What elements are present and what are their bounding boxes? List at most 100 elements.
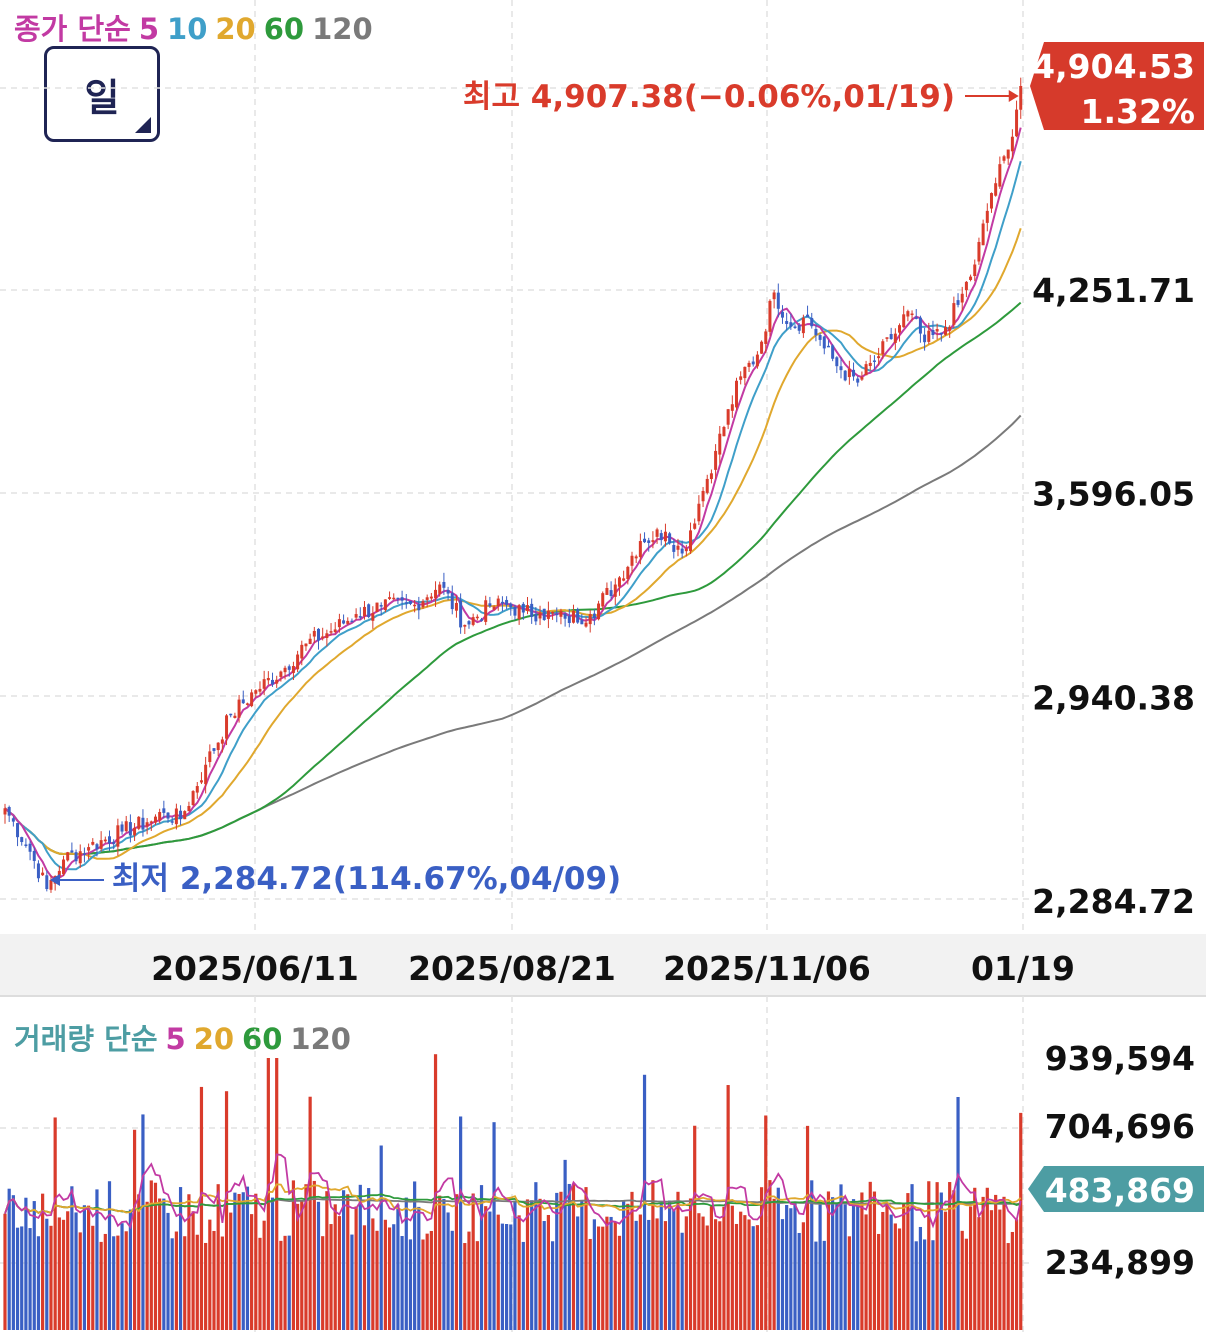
volume-bar xyxy=(785,1204,789,1330)
low-arrow-icon xyxy=(50,874,60,886)
candle-body xyxy=(7,807,11,816)
candle xyxy=(250,689,254,708)
candle-body xyxy=(417,604,421,611)
period-daily-button[interactable]: 일 xyxy=(44,46,160,142)
volume-bar xyxy=(889,1214,893,1330)
candle-body xyxy=(743,366,747,379)
candle xyxy=(730,395,734,418)
candle xyxy=(425,594,429,608)
candle-body xyxy=(475,616,479,619)
price-legend-ma5: 5 xyxy=(138,12,160,46)
volume-bar xyxy=(630,1191,634,1330)
volume-bar xyxy=(601,1226,605,1330)
volume-bar xyxy=(530,1200,534,1330)
candle-body xyxy=(584,622,588,627)
candle xyxy=(680,540,684,559)
volume-bar xyxy=(810,1180,814,1330)
volume-bar xyxy=(78,1232,82,1330)
price-tick-label: 3,596.05 xyxy=(1032,475,1195,514)
candle xyxy=(985,203,989,232)
volume-bar xyxy=(28,1228,32,1330)
candle-body xyxy=(559,610,563,617)
volume-bar xyxy=(383,1219,387,1330)
candle xyxy=(927,322,931,345)
candle-body xyxy=(179,810,183,820)
candle-body xyxy=(496,598,500,607)
volume-bar xyxy=(107,1181,112,1330)
volume-bar xyxy=(329,1224,333,1330)
candle xyxy=(885,337,889,342)
volume-bar xyxy=(906,1193,910,1330)
candle-body xyxy=(998,164,1002,187)
volume-bar xyxy=(1002,1196,1006,1330)
candle-body xyxy=(551,611,555,614)
candle xyxy=(726,408,730,430)
candle-body xyxy=(981,223,985,246)
candle xyxy=(174,803,178,830)
candle xyxy=(434,581,438,607)
high-annotation: 최고 4,907.38(−0.06%,01/19) xyxy=(463,79,955,115)
volume-bar xyxy=(542,1221,546,1330)
candle-body xyxy=(57,870,61,877)
candle xyxy=(191,790,195,806)
volume-bar xyxy=(178,1187,183,1330)
candle-body xyxy=(103,839,107,842)
candle-body xyxy=(521,603,525,613)
candle xyxy=(697,495,701,526)
candle xyxy=(881,339,885,359)
candle-body xyxy=(233,715,237,718)
candle xyxy=(668,531,672,545)
volume-bar xyxy=(576,1216,580,1330)
candle-body xyxy=(693,523,697,529)
candle-body xyxy=(484,600,488,622)
candle xyxy=(852,362,856,381)
candle-body xyxy=(354,614,358,618)
candle-body xyxy=(371,613,375,621)
volume-bar xyxy=(254,1193,258,1330)
candle xyxy=(956,293,960,308)
candle-body xyxy=(191,791,195,806)
candle xyxy=(923,327,927,351)
candle-body xyxy=(266,678,270,681)
candle xyxy=(24,838,28,848)
candle-body xyxy=(588,614,592,625)
candle xyxy=(103,836,107,843)
candle xyxy=(3,803,7,824)
candle xyxy=(488,596,492,608)
candle xyxy=(818,333,822,346)
candle-body xyxy=(271,679,275,685)
volume-bar xyxy=(843,1204,847,1330)
volume-bar xyxy=(726,1085,730,1330)
candle-body xyxy=(492,606,496,610)
candle-body xyxy=(617,577,621,587)
candle-body xyxy=(751,361,755,365)
candle xyxy=(605,582,609,595)
candle-body xyxy=(622,578,626,581)
volume-bar xyxy=(688,1198,693,1330)
volume-bar xyxy=(275,1058,279,1330)
candle xyxy=(521,602,525,620)
candle xyxy=(826,340,830,348)
volume-bar xyxy=(822,1240,826,1330)
candle-body xyxy=(789,322,793,327)
candle-body xyxy=(45,875,49,890)
candle-body xyxy=(425,597,429,600)
candle-body xyxy=(914,317,918,319)
price-tick-label: 4,251.71 xyxy=(1032,271,1195,310)
candle xyxy=(312,626,316,644)
candle-body xyxy=(446,590,450,594)
price-ma10-line xyxy=(4,161,1022,871)
candle-body xyxy=(718,433,722,455)
candle xyxy=(45,870,49,892)
candle-body xyxy=(304,643,308,647)
volume-bar xyxy=(546,1214,550,1330)
candle-body xyxy=(797,325,801,331)
candle xyxy=(806,305,810,318)
volume-bar xyxy=(638,1214,642,1330)
candle xyxy=(195,782,199,799)
candle-body xyxy=(534,613,538,622)
volume-bars xyxy=(3,1054,1023,1330)
candle xyxy=(467,620,471,629)
candle xyxy=(722,425,726,437)
